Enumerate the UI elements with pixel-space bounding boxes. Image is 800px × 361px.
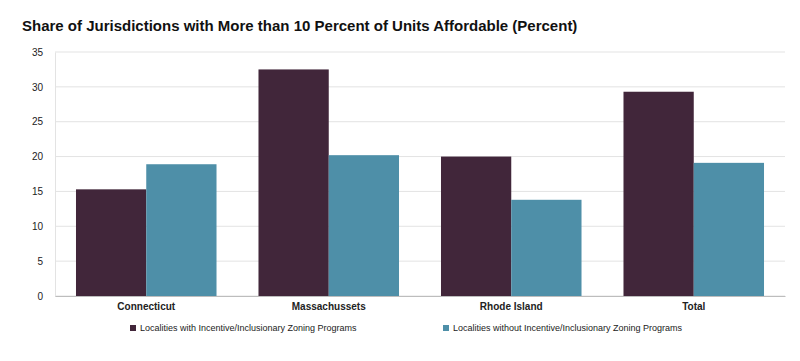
bars [76, 69, 764, 296]
legend-label: Localities without Incentive/Inclusionar… [453, 323, 683, 333]
y-tick: 25 [32, 116, 55, 127]
x-axis: Connecticut Massachussets Rhode Island Tota… [56, 296, 786, 312]
y-tick: 30 [32, 82, 55, 93]
y-tick-label: 25 [32, 116, 44, 127]
y-tick-label: 20 [32, 151, 44, 162]
bar [623, 92, 693, 296]
grid [55, 52, 785, 296]
y-axis: 0 5 10 15 20 25 30 35 [32, 47, 56, 302]
bar [511, 200, 581, 296]
bar [441, 157, 511, 296]
legend-label: Localities with Incentive/Inclusionary Z… [140, 323, 357, 333]
legend-swatch [130, 325, 136, 331]
y-tick-label: 10 [32, 221, 44, 232]
bar [694, 163, 764, 296]
y-tick: 0 [37, 291, 55, 302]
x-tick: Total [682, 296, 705, 312]
x-tick-label: Massachussets [292, 301, 366, 312]
y-tick-label: 5 [37, 256, 43, 267]
y-tick-label: 0 [37, 291, 43, 302]
chart: Share of Jurisdictions with More than 10… [0, 0, 800, 361]
y-tick: 5 [37, 256, 55, 267]
y-tick-label: 35 [32, 47, 44, 58]
x-tick: Rhode Island [480, 296, 543, 312]
y-tick-label: 30 [32, 82, 44, 93]
x-tick: Connecticut [117, 296, 175, 312]
y-tick-label: 15 [32, 186, 44, 197]
title: Share of Jurisdictions with More than 10… [22, 17, 577, 34]
plot: 0 5 10 15 20 25 30 35 Connecticut Massachussets Rh… [32, 47, 786, 312]
y-tick: 35 [32, 47, 55, 58]
legend-item: Localities with Incentive/Inclusionary Z… [130, 323, 357, 333]
y-tick: 10 [32, 221, 55, 232]
y-axis-line [55, 53, 56, 297]
series [76, 69, 694, 296]
series [146, 155, 764, 296]
bar [329, 155, 399, 296]
legend: Localities with Incentive/Inclusionary Z… [130, 323, 683, 333]
x-tick-label: Connecticut [117, 301, 175, 312]
bar [146, 164, 216, 296]
y-tick: 15 [32, 186, 55, 197]
bar [258, 69, 328, 296]
x-tick-label: Total [682, 301, 705, 312]
legend-swatch [443, 325, 449, 331]
bar [76, 189, 146, 296]
x-tick-label: Rhode Island [480, 301, 543, 312]
x-tick: Massachussets [292, 296, 366, 312]
legend-item: Localities without Incentive/Inclusionar… [443, 323, 683, 333]
y-tick: 20 [32, 151, 55, 162]
x-axis-line [56, 296, 786, 297]
grid-line [55, 52, 785, 53]
grid-line [55, 86, 785, 87]
